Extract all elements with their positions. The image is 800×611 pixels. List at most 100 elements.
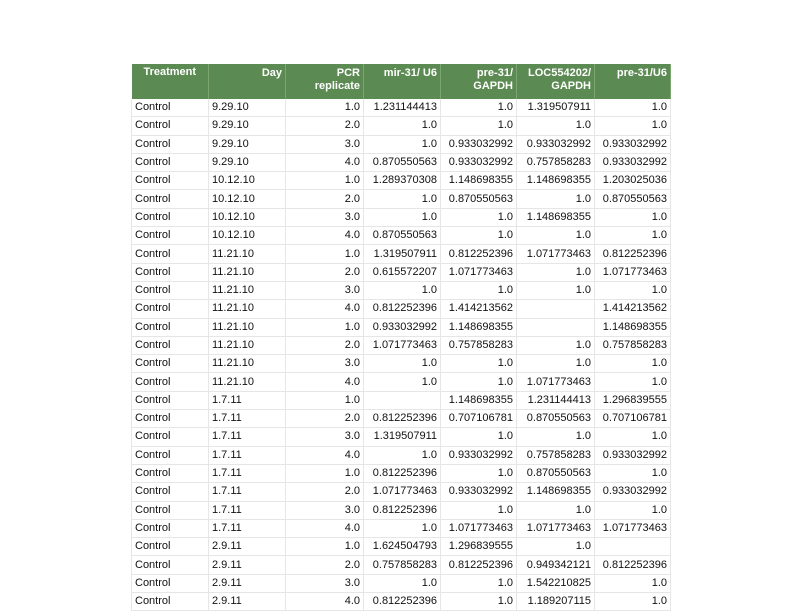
cell-pre31-gapdh[interactable]: 1.296839555: [440, 537, 517, 557]
cell-pre31-u6[interactable]: 0.812252396: [594, 244, 671, 264]
column-header-loc554202-gapdh[interactable]: LOC554202/ GAPDH: [516, 64, 595, 99]
cell-pre31-u6[interactable]: 0.933032992: [594, 446, 671, 465]
cell-pre31-gapdh[interactable]: 1.0: [440, 354, 517, 374]
cell-loc554202-gapdh[interactable]: 1.148698355: [516, 482, 595, 502]
cell-mir31-u6[interactable]: 0.812252396: [363, 501, 441, 520]
cell-mir31-u6[interactable]: 0.615572207: [363, 263, 441, 282]
cell-pre31-u6[interactable]: 1.071773463: [594, 263, 671, 282]
cell-day[interactable]: 11.21.10: [208, 281, 286, 301]
cell-treatment[interactable]: Control: [131, 336, 209, 356]
cell-pcr-replicate[interactable]: 3.0: [285, 281, 364, 301]
cell-loc554202-gapdh[interactable]: [516, 318, 595, 337]
cell-treatment[interactable]: Control: [131, 244, 209, 264]
column-header-mir31-u6[interactable]: mir-31/ U6: [363, 64, 441, 99]
cell-pcr-replicate[interactable]: 1.0: [285, 171, 364, 191]
cell-treatment[interactable]: Control: [131, 446, 209, 465]
cell-pre31-u6[interactable]: 1.414213562: [594, 299, 671, 319]
cell-treatment[interactable]: Control: [131, 318, 209, 337]
cell-pcr-replicate[interactable]: 1.0: [285, 391, 364, 411]
cell-treatment[interactable]: Control: [131, 519, 209, 539]
cell-treatment[interactable]: Control: [131, 208, 209, 228]
cell-day[interactable]: 9.29.10: [208, 116, 286, 136]
cell-day[interactable]: 9.29.10: [208, 153, 286, 173]
cell-pre31-gapdh[interactable]: 0.933032992: [440, 482, 517, 502]
cell-pre31-u6[interactable]: 1.0: [594, 226, 671, 246]
cell-loc554202-gapdh[interactable]: 0.757858283: [516, 446, 595, 465]
cell-treatment[interactable]: Control: [131, 354, 209, 374]
cell-pre31-u6[interactable]: 1.0: [594, 464, 671, 484]
cell-treatment[interactable]: Control: [131, 555, 209, 575]
cell-loc554202-gapdh[interactable]: 1.071773463: [516, 372, 595, 392]
cell-pcr-replicate[interactable]: 3.0: [285, 574, 364, 594]
cell-pcr-replicate[interactable]: 3.0: [285, 208, 364, 228]
cell-mir31-u6[interactable]: 0.812252396: [363, 299, 441, 319]
cell-day[interactable]: 1.7.11: [208, 501, 286, 520]
cell-pre31-u6[interactable]: 0.870550563: [594, 189, 671, 209]
cell-treatment[interactable]: Control: [131, 427, 209, 447]
cell-pcr-replicate[interactable]: 2.0: [285, 482, 364, 502]
cell-pcr-replicate[interactable]: 2.0: [285, 116, 364, 136]
cell-pre31-u6[interactable]: 1.0: [594, 99, 671, 118]
cell-pre31-gapdh[interactable]: 1.0: [440, 226, 517, 246]
cell-pre31-u6[interactable]: 0.933032992: [594, 135, 671, 154]
cell-pcr-replicate[interactable]: 4.0: [285, 446, 364, 465]
cell-mir31-u6[interactable]: 1.231144413: [363, 99, 441, 118]
cell-mir31-u6[interactable]: 1.319507911: [363, 427, 441, 447]
cell-pcr-replicate[interactable]: 3.0: [285, 135, 364, 154]
cell-day[interactable]: 9.29.10: [208, 135, 286, 154]
cell-pre31-gapdh[interactable]: 1.071773463: [440, 519, 517, 539]
cell-day[interactable]: 2.9.11: [208, 537, 286, 557]
cell-pcr-replicate[interactable]: 2.0: [285, 336, 364, 356]
cell-pre31-gapdh[interactable]: 0.707106781: [440, 409, 517, 429]
cell-treatment[interactable]: Control: [131, 409, 209, 429]
cell-treatment[interactable]: Control: [131, 226, 209, 246]
cell-mir31-u6[interactable]: 1.319507911: [363, 244, 441, 264]
cell-pre31-u6[interactable]: 1.071773463: [594, 519, 671, 539]
cell-loc554202-gapdh[interactable]: 0.949342121: [516, 555, 595, 575]
cell-mir31-u6[interactable]: 1.0: [363, 574, 441, 594]
cell-treatment[interactable]: Control: [131, 482, 209, 502]
cell-day[interactable]: 1.7.11: [208, 391, 286, 411]
cell-pre31-gapdh[interactable]: 0.870550563: [440, 189, 517, 209]
cell-pre31-gapdh[interactable]: 1.148698355: [440, 171, 517, 191]
cell-loc554202-gapdh[interactable]: 1.0: [516, 427, 595, 447]
cell-pre31-gapdh[interactable]: 1.414213562: [440, 299, 517, 319]
cell-day[interactable]: 1.7.11: [208, 409, 286, 429]
cell-pre31-gapdh[interactable]: 1.0: [440, 464, 517, 484]
cell-pcr-replicate[interactable]: 3.0: [285, 427, 364, 447]
cell-pre31-gapdh[interactable]: 0.812252396: [440, 244, 517, 264]
cell-mir31-u6[interactable]: 1.0: [363, 135, 441, 154]
cell-treatment[interactable]: Control: [131, 592, 209, 611]
cell-loc554202-gapdh[interactable]: 1.071773463: [516, 519, 595, 539]
cell-pre31-gapdh[interactable]: 1.071773463: [440, 263, 517, 282]
cell-treatment[interactable]: Control: [131, 153, 209, 173]
cell-pre31-gapdh[interactable]: 0.812252396: [440, 555, 517, 575]
cell-treatment[interactable]: Control: [131, 501, 209, 520]
cell-day[interactable]: 1.7.11: [208, 446, 286, 465]
cell-pre31-gapdh[interactable]: 1.148698355: [440, 391, 517, 411]
cell-pre31-gapdh[interactable]: 1.0: [440, 574, 517, 594]
cell-loc554202-gapdh[interactable]: 0.870550563: [516, 464, 595, 484]
cell-mir31-u6[interactable]: 1.0: [363, 354, 441, 374]
cell-day[interactable]: 1.7.11: [208, 427, 286, 447]
cell-pre31-gapdh[interactable]: 1.0: [440, 116, 517, 136]
cell-loc554202-gapdh[interactable]: 1.0: [516, 336, 595, 356]
cell-loc554202-gapdh[interactable]: 1.0: [516, 189, 595, 209]
cell-loc554202-gapdh[interactable]: 0.757858283: [516, 153, 595, 173]
cell-day[interactable]: 10.12.10: [208, 208, 286, 228]
cell-treatment[interactable]: Control: [131, 263, 209, 282]
cell-pcr-replicate[interactable]: 4.0: [285, 519, 364, 539]
cell-pcr-replicate[interactable]: 2.0: [285, 263, 364, 282]
cell-mir31-u6[interactable]: 1.0: [363, 372, 441, 392]
cell-mir31-u6[interactable]: 0.870550563: [363, 153, 441, 173]
cell-pre31-gapdh[interactable]: 1.0: [440, 208, 517, 228]
cell-pre31-gapdh[interactable]: 1.0: [440, 501, 517, 520]
cell-pre31-u6[interactable]: 1.0: [594, 427, 671, 447]
cell-pre31-gapdh[interactable]: 0.757858283: [440, 336, 517, 356]
cell-mir31-u6[interactable]: 1.0: [363, 208, 441, 228]
cell-day[interactable]: 11.21.10: [208, 244, 286, 264]
cell-pre31-u6[interactable]: 0.933032992: [594, 153, 671, 173]
cell-pcr-replicate[interactable]: 2.0: [285, 189, 364, 209]
cell-mir31-u6[interactable]: 1.071773463: [363, 482, 441, 502]
cell-mir31-u6[interactable]: 1.0: [363, 281, 441, 301]
